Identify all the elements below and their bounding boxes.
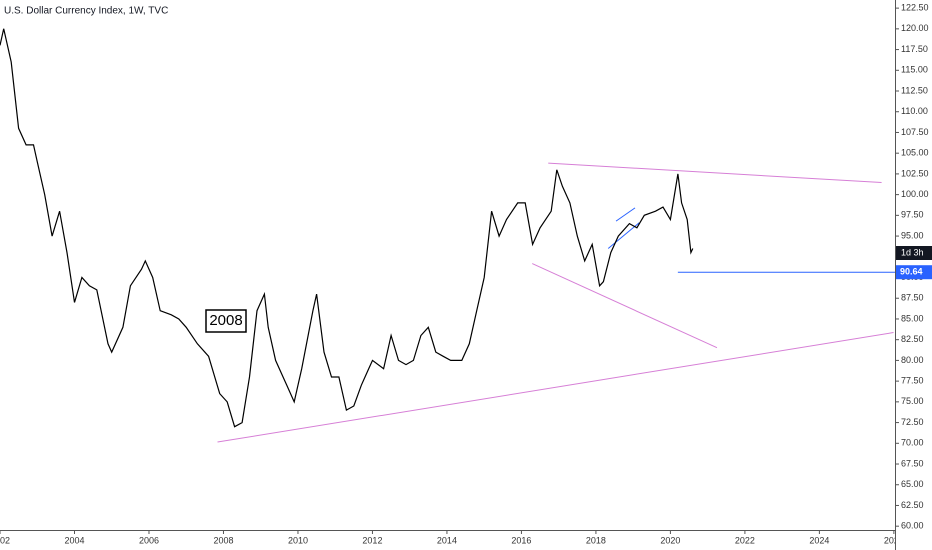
y-tick-label: 70.00 [901,438,924,448]
trend-line [217,332,894,443]
y-tick-label: 60.00 [901,521,924,531]
y-tick-label: 105.00 [901,148,929,158]
y-tick-label: 80.00 [901,355,924,365]
y-tick-label: 77.50 [901,376,924,386]
level-label-box [896,265,932,280]
annotation-box [205,309,247,333]
price-line [0,28,694,428]
y-tick-label: 75.00 [901,396,924,406]
y-tick-label: 100.00 [901,189,929,199]
x-tick-label: 2024 [809,535,829,545]
y-tick-label: 97.50 [901,210,924,220]
axis-area: 60.00 62.50 65.00 67.50 70.00 72.50 75.00 77.50… [895,2,932,531]
y-tick-label: 62.50 [901,500,924,510]
chart-title: U.S. Dollar Currency Index, 1W, TVC [4,6,168,17]
y-tick-label: 115.00 [901,65,928,75]
x-tick-label: 2014 [437,535,457,545]
y-tick-label: 112.50 [901,85,928,95]
x-tick-label: 2006 [139,535,159,545]
x-tick-label: 2026 [884,535,904,545]
y-tick-label: 102.50 [901,168,929,178]
trend-line [532,263,718,349]
y-tick-label: 67.50 [901,458,924,468]
x-tick-label: 2002 [0,535,10,545]
countdown-label: 1d 3h [901,247,924,257]
y-tick-label: 87.50 [901,293,924,303]
y-tick-label: 82.50 [901,334,924,344]
countdown-box [896,246,932,260]
x-tick-label: 2020 [660,535,680,545]
x-tick-label: 2008 [213,535,233,545]
y-tick-label: 65.00 [901,479,924,489]
annotation: 2008 [209,312,242,329]
y-tick-label: 120.00 [901,23,929,33]
plot-area: 2002 2004 2006 2008 2010 2012 2014 2016 2018 2020… [0,28,904,545]
x-tick-label: 2022 [735,535,755,545]
trend-line [548,162,882,184]
x-tick-label: 2004 [64,535,84,545]
level-label: 90.64 [900,267,923,277]
y-tick-label: 107.50 [901,127,929,137]
y-tick-label: 110.00 [901,106,928,116]
y-tick-label: 122.50 [901,2,929,12]
y-tick-label: 72.50 [901,417,924,427]
trend-line [615,207,636,222]
x-tick-label: 2010 [288,535,308,545]
y-tick-label: 95.00 [901,230,924,240]
trend-line [607,222,640,249]
x-tick-label: 2018 [586,535,606,545]
x-tick-label: 2016 [511,535,531,545]
y-tick-label: 117.50 [901,44,928,54]
y-tick-label: 85.00 [901,313,924,323]
x-tick-label: 2012 [362,535,382,545]
